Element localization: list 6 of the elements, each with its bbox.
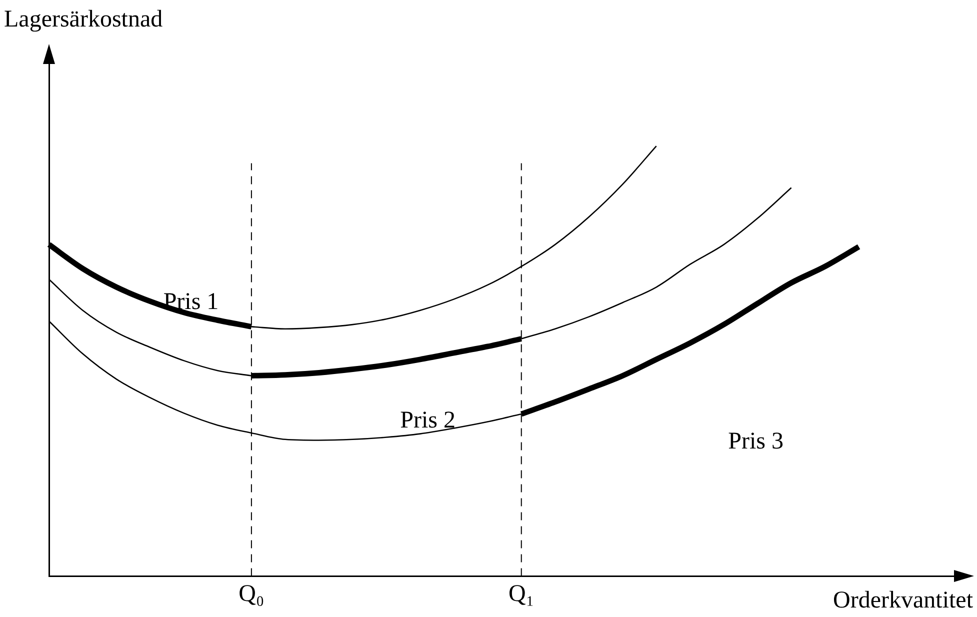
x-axis-title: Orderkvantitet (833, 587, 974, 614)
x-tick-label: Q₀ (238, 580, 264, 607)
y-axis-title: Lagersärkostnad (4, 6, 163, 32)
x-tick-label: Q₁ (508, 580, 534, 607)
annotation: Pris 2 (400, 408, 456, 434)
annotation: Pris 3 (728, 428, 784, 454)
